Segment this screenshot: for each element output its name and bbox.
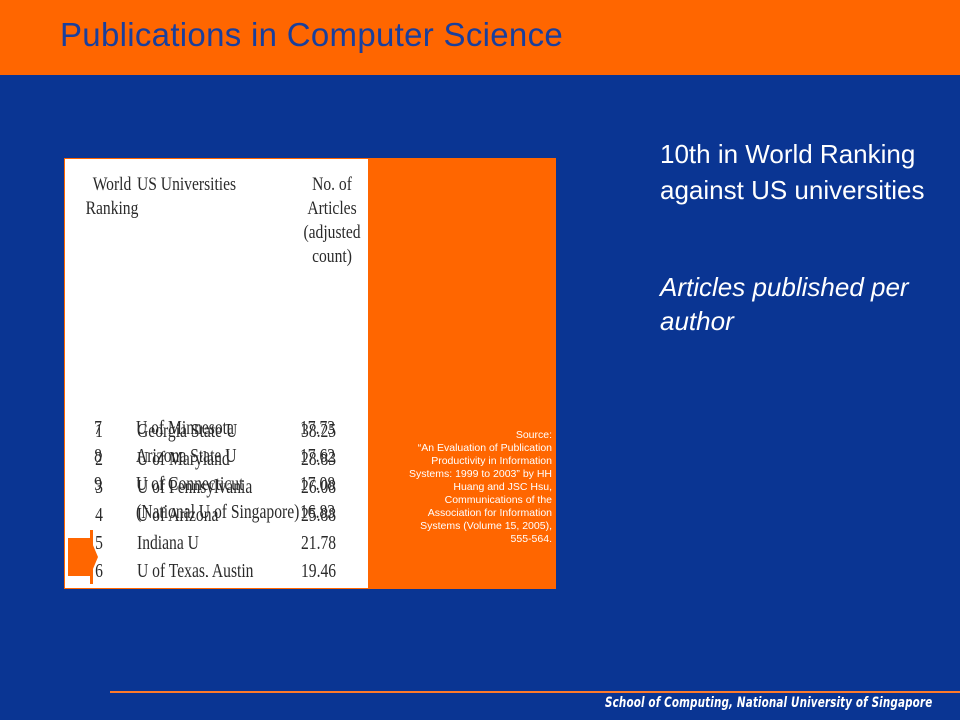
source-line: Association for Information <box>427 507 552 519</box>
articles-cell: 17.62 <box>300 445 336 467</box>
table-row: 7 U of Minnesota 17.73 <box>64 414 367 442</box>
ranking-statement: 10th in World Ranking against US univers… <box>660 139 925 205</box>
metric-statement: Articles published per author <box>660 272 909 336</box>
source-line: Communications of the <box>444 494 552 506</box>
source-line: “An Evaluation of Publication <box>417 442 552 454</box>
articles-cell: 17.73 <box>300 417 336 439</box>
rank-cell: 1 <box>95 420 103 442</box>
rank-cell: 3 <box>95 476 103 498</box>
university-cell: Indiana U <box>137 532 199 554</box>
articles-cell: 17.08 <box>300 473 336 495</box>
university-cell: U of Connecticut <box>136 473 244 495</box>
university-cell: U of Maryland <box>137 448 230 470</box>
source-line: Huang and JSC Hsu, <box>453 481 552 493</box>
header-world-ranking: World Ranking <box>85 174 139 219</box>
university-cell: Arizona State U <box>136 445 237 467</box>
articles-cell: 26.08 <box>301 476 337 498</box>
rank-cell: 8 <box>94 445 102 467</box>
table-row: 9 U of Connecticut 17.08 <box>64 470 367 498</box>
table-row: 8 Arizona State U 17.62 <box>64 442 367 470</box>
rank-cell: 7 <box>94 417 102 439</box>
title-bar: Publications in Computer Science <box>0 0 960 75</box>
rank-cell: 9 <box>94 473 102 495</box>
footer-institution: School of Computing, National University… <box>604 695 932 711</box>
university-cell: (National U of Singapore) <box>136 501 300 523</box>
table-row: 6 U of Texas, Austin 19.46 <box>65 557 368 585</box>
table-row: 4 U of Arizona 25.88 <box>65 501 368 529</box>
university-cell: Georgia State U <box>137 420 238 442</box>
university-cell: U of Minnesota <box>136 417 234 439</box>
articles-cell: 28.83 <box>301 448 337 470</box>
source-panel: Source: “An Evaluation of Publication Pr… <box>369 158 556 589</box>
articles-cell: 16.83 <box>300 501 336 523</box>
university-cell: U of Texas, Austin <box>137 560 254 582</box>
rank-cell: 6 <box>95 560 103 582</box>
source-line: Systems (Volume 15, 2005), <box>420 520 552 532</box>
table-bottom-strip <box>64 577 369 589</box>
header-us-universities: US Universities <box>137 174 237 195</box>
source-line: Systems: 1999 to 2003” by HH <box>409 468 552 480</box>
source-line: 555-564. <box>510 533 552 545</box>
table-row: (National U of Singapore) 16.83 <box>64 498 367 526</box>
university-cell: U of Pennsylvania <box>137 476 253 498</box>
rank-cell: 5 <box>95 532 103 554</box>
articles-cell: 38.25 <box>301 420 337 442</box>
university-cell: U of Arizona <box>137 504 219 526</box>
articles-cell: 19.46 <box>301 560 337 582</box>
slide-title: Publications in Computer Science <box>60 16 564 53</box>
table-row: 5 Indiana U 21.78 <box>65 529 368 557</box>
rank-cell: 4 <box>95 504 103 526</box>
table-row: 3 U of Pennsylvania 26.08 <box>65 473 368 501</box>
source-citation: Source: “An Evaluation of Publication Pr… <box>379 429 552 546</box>
arrow-marker-icon <box>68 530 98 584</box>
articles-cell: 21.78 <box>301 532 337 554</box>
table-row: 2 U of Maryland 28.83 <box>65 445 368 473</box>
rank-cell: 2 <box>95 448 103 470</box>
source-line: Source: <box>515 429 552 441</box>
footer-divider <box>110 691 960 693</box>
ranking-table-image: World Ranking US Universities No. of Art… <box>64 158 369 589</box>
source-line: Productivity in Information <box>431 455 552 467</box>
ranking-table-lower: 7 U of Minnesota 17.73 8 Arizona State U… <box>64 158 367 578</box>
articles-cell: 25.88 <box>301 504 337 526</box>
table-row: 1 Georgia State U 38.25 <box>65 417 368 445</box>
header-no-of-articles: No. of Articles (adjusted count) <box>303 174 361 267</box>
